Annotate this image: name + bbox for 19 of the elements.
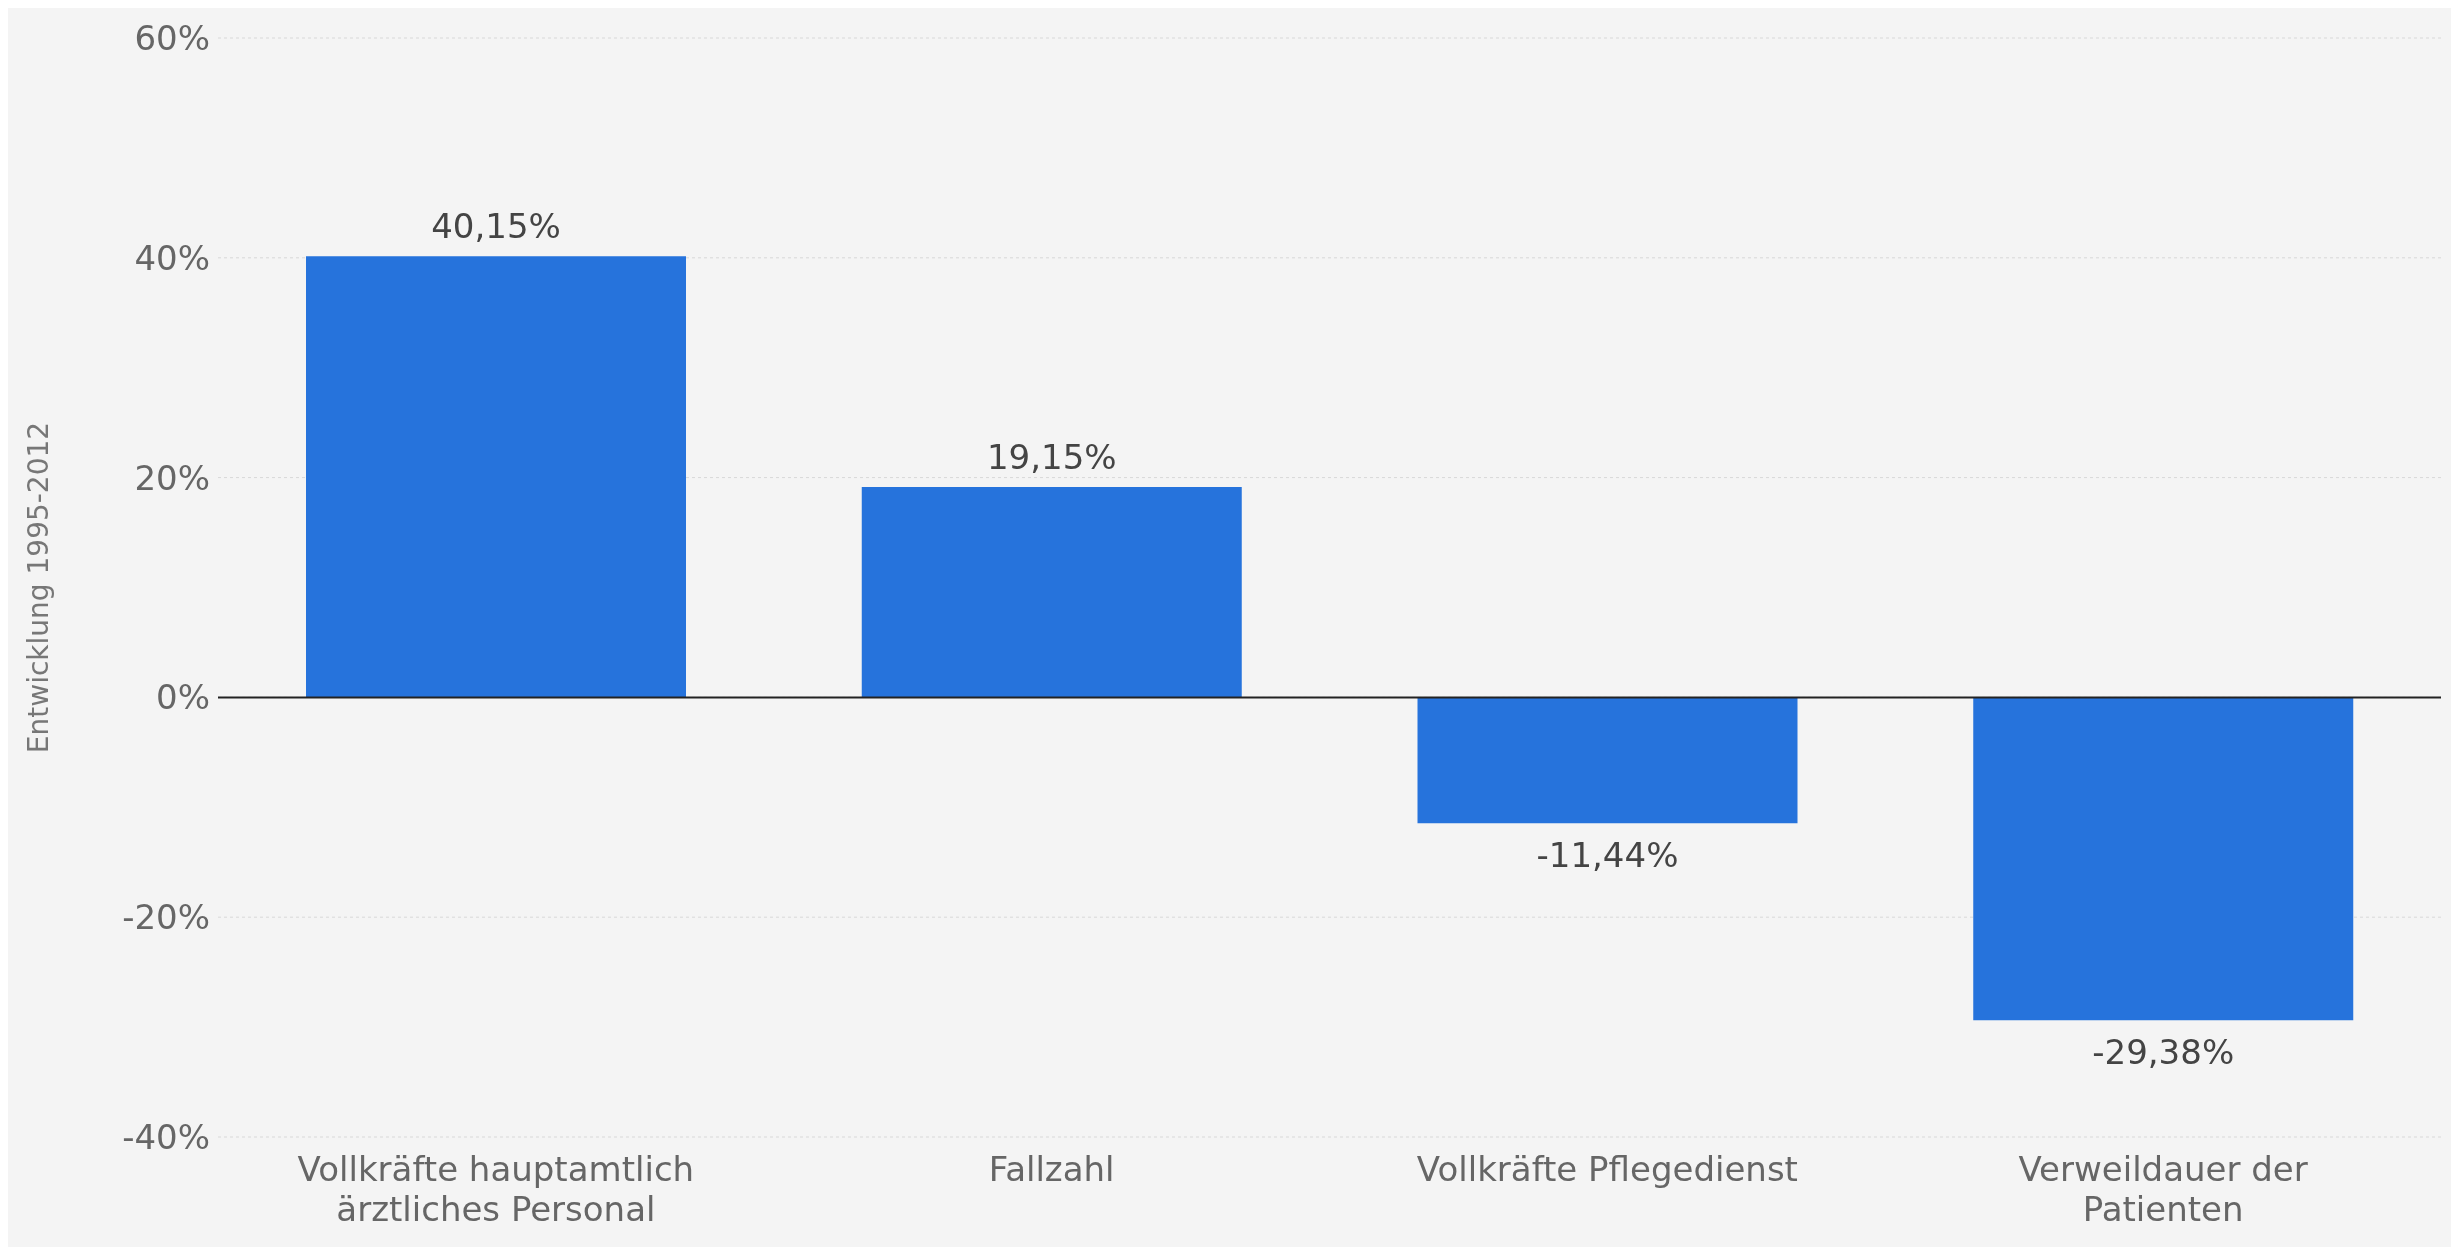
y-axis-title: Entwicklung 1995-2012 — [21, 421, 55, 754]
x-tick-label: Vollkräfte Pflegedienst — [1416, 1149, 1798, 1189]
y-tick-label: 60% — [134, 18, 210, 59]
data-label: 40,15% — [431, 206, 561, 247]
y-tick-label: 20% — [134, 457, 210, 498]
x-tick-label: Fallzahl — [988, 1149, 1115, 1189]
y-tick-label: 40% — [134, 237, 210, 278]
bar — [1417, 697, 1798, 824]
bar — [306, 256, 686, 698]
y-tick-label: -40% — [122, 1117, 210, 1158]
data-label: -29,38% — [2092, 1032, 2235, 1073]
y-tick-label: -20% — [122, 897, 210, 938]
x-tick-label: Verweildauer der Patienten — [2018, 1149, 2308, 1229]
data-label: 19,15% — [986, 436, 1117, 477]
data-label: -11,44% — [1536, 835, 1679, 876]
bar — [1973, 697, 2354, 1021]
y-tick-label: 0% — [156, 677, 210, 718]
x-tick-label: Vollkräfte hauptamtlich ärztliches Personal — [297, 1149, 695, 1229]
bar — [861, 486, 1242, 698]
